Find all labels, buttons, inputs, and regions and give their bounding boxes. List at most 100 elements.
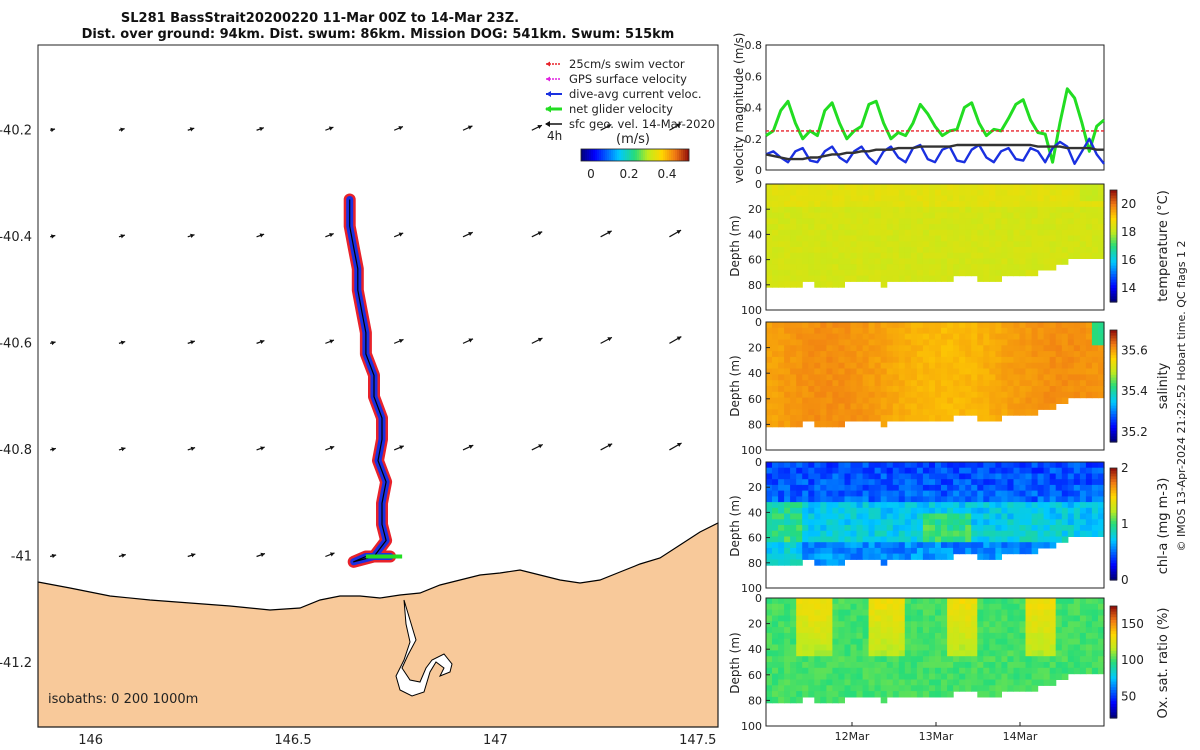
section-cell xyxy=(898,598,906,605)
section-cell xyxy=(814,229,821,237)
section-cell xyxy=(844,252,852,259)
section-cell xyxy=(892,327,900,335)
section-cell xyxy=(832,530,839,537)
section-cell xyxy=(959,621,966,628)
section-cell xyxy=(1079,513,1087,520)
section-cell xyxy=(941,374,948,381)
section-cell xyxy=(983,525,990,532)
colorbar-cell xyxy=(1110,411,1117,415)
section-cell xyxy=(935,685,942,692)
section-cell xyxy=(1013,224,1021,231)
section-cell xyxy=(892,547,900,555)
section-cell xyxy=(1061,484,1069,492)
section-cell xyxy=(977,656,984,663)
section-cell xyxy=(971,615,978,622)
section-cell xyxy=(953,229,960,237)
section-cell xyxy=(1091,479,1099,486)
section-cell xyxy=(929,502,936,509)
section-cell xyxy=(862,467,870,474)
section-cell xyxy=(904,368,912,375)
section-cell xyxy=(1061,667,1069,675)
section-cell xyxy=(910,603,918,611)
section-cell xyxy=(766,490,773,497)
section-cell xyxy=(971,345,978,352)
section-cell xyxy=(1098,467,1105,474)
section-cell xyxy=(904,650,912,657)
colorbar-cell xyxy=(1110,265,1117,269)
section-cell xyxy=(886,275,894,282)
section-cell xyxy=(784,507,791,515)
section-cell xyxy=(1055,327,1063,335)
section-cell xyxy=(790,229,797,237)
section-cell xyxy=(874,644,882,651)
section-cell xyxy=(892,685,900,692)
section-cell xyxy=(1061,345,1069,352)
section-cell xyxy=(790,519,797,526)
section-cell xyxy=(1037,235,1045,242)
section-cell xyxy=(953,542,960,549)
section-cell xyxy=(868,462,876,469)
section-cell xyxy=(1025,224,1033,231)
section-cell xyxy=(1067,507,1075,515)
time-tick-label: 13Mar xyxy=(919,730,954,743)
section-cell xyxy=(941,409,948,416)
section-cell xyxy=(1013,507,1021,515)
section-cell xyxy=(929,264,936,271)
section-cell xyxy=(1043,189,1051,196)
section-cell xyxy=(1001,235,1008,242)
section-cell xyxy=(1055,662,1063,669)
section-cell xyxy=(916,467,924,474)
section-cell xyxy=(832,615,839,622)
section-cell xyxy=(874,195,882,202)
speed-colorbar-cell xyxy=(659,149,662,161)
section-cell xyxy=(898,490,906,497)
section-cell xyxy=(898,519,906,526)
section-cell xyxy=(1073,333,1081,340)
section-cell xyxy=(844,502,852,509)
section-cell xyxy=(1025,397,1033,404)
section-cell xyxy=(1019,264,1027,271)
section-cell xyxy=(929,351,936,358)
section-cell xyxy=(995,656,1002,663)
section-cell xyxy=(802,467,809,474)
section-cell xyxy=(947,656,954,663)
section-cell xyxy=(856,598,864,605)
section-cell xyxy=(838,269,845,277)
section-cell xyxy=(898,530,906,537)
section-cell xyxy=(886,184,894,191)
section-cell xyxy=(820,525,827,532)
section-cell xyxy=(1061,206,1069,214)
section-cell xyxy=(1007,403,1014,410)
section-cell xyxy=(922,386,930,393)
section-cell xyxy=(880,530,888,537)
section-cell xyxy=(868,621,876,628)
section-cell xyxy=(1037,368,1045,375)
section-cell xyxy=(983,598,990,605)
section-cell xyxy=(892,691,900,698)
section-cell xyxy=(1073,206,1081,214)
colorbar-cell xyxy=(1110,606,1117,610)
section-cell xyxy=(1037,362,1045,370)
section-cell xyxy=(995,496,1002,503)
section-cell xyxy=(916,490,924,497)
geo-velocity-arrowhead xyxy=(50,127,55,133)
section-cell xyxy=(814,218,821,225)
section-cell xyxy=(1049,502,1057,509)
section-cell xyxy=(850,502,858,509)
section-cell xyxy=(959,525,966,532)
section-cell xyxy=(832,189,839,196)
colorbar-cell xyxy=(1110,268,1117,272)
section-cell xyxy=(1037,403,1045,410)
section-cell xyxy=(1019,685,1027,692)
section-cell xyxy=(1001,615,1008,622)
section-cell xyxy=(832,403,839,410)
section-cell xyxy=(1098,380,1105,387)
section-cell xyxy=(820,241,827,248)
section-cell xyxy=(850,536,858,543)
section-cell xyxy=(1025,362,1033,370)
geo-velocity-arrowhead xyxy=(537,231,543,236)
section-cell xyxy=(1013,397,1021,404)
section-cell xyxy=(1079,322,1087,329)
section-cell xyxy=(1061,462,1069,469)
section-cell xyxy=(868,201,876,208)
